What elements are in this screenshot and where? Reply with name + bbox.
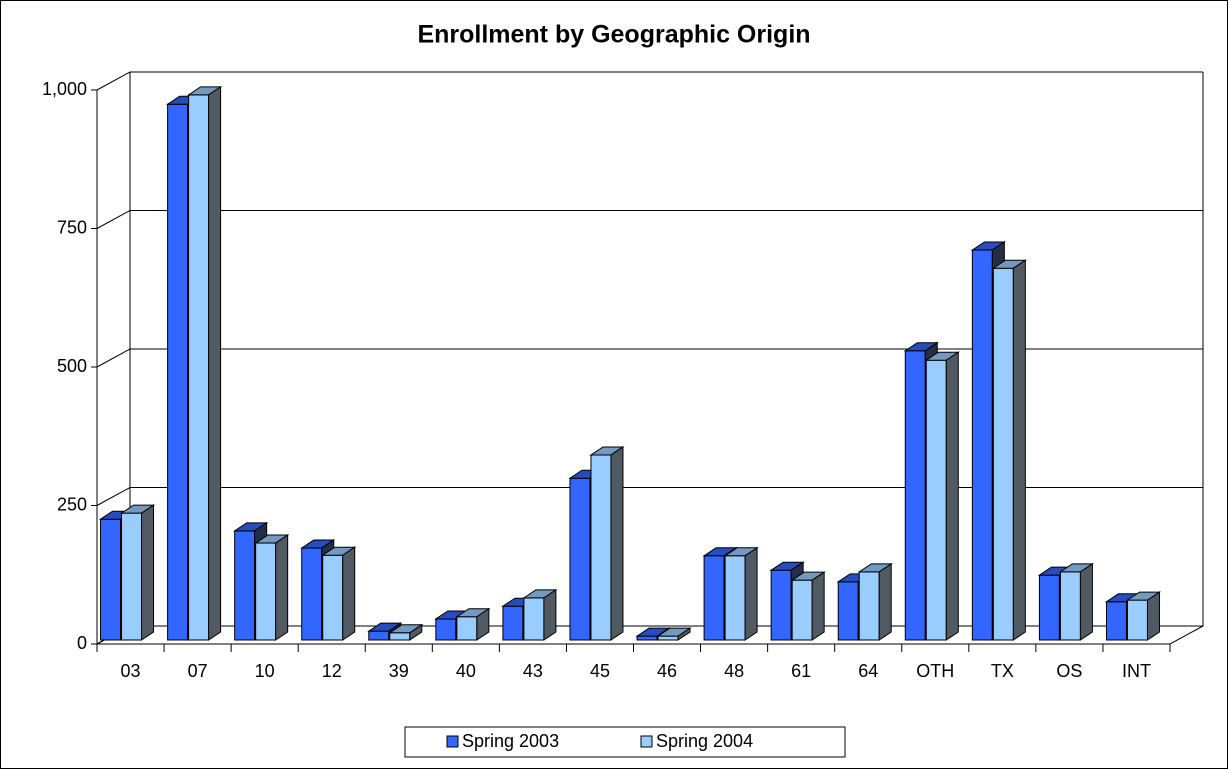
bar-front	[724, 555, 746, 641]
bar-front	[1059, 571, 1081, 641]
x-tick-label: 39	[389, 661, 409, 681]
bar-front	[389, 632, 411, 641]
x-tick-label: 07	[188, 661, 208, 681]
bar-front	[188, 94, 210, 641]
y-tick-label: 0	[77, 633, 87, 653]
bar	[656, 627, 692, 641]
bar-front	[100, 518, 122, 641]
grid-line	[96, 71, 1203, 91]
bar-side	[208, 85, 222, 641]
bar-side	[677, 627, 691, 641]
bar-side	[945, 351, 959, 641]
y-tick-label: 250	[57, 494, 87, 514]
x-tick-label: 46	[657, 661, 677, 681]
bar-side	[275, 534, 289, 641]
bar-front	[791, 579, 813, 641]
bar-front	[255, 542, 277, 641]
bar-front	[234, 530, 256, 641]
bar-front	[1105, 601, 1127, 641]
bar-front	[1038, 574, 1060, 641]
bar-front	[636, 635, 658, 641]
bar-side	[744, 546, 758, 641]
x-tick-label: 12	[322, 661, 342, 681]
bar-front	[569, 477, 591, 641]
bar-front	[837, 581, 859, 641]
bar	[119, 504, 156, 641]
bar-front	[322, 554, 344, 641]
x-tick-label: 45	[590, 661, 610, 681]
bar-front	[167, 103, 189, 641]
bar-front	[590, 454, 612, 641]
bar-front	[904, 350, 926, 641]
bar-front	[770, 569, 792, 641]
bar	[790, 571, 826, 641]
x-tick-label: 40	[456, 661, 476, 681]
bar	[254, 534, 290, 641]
bar	[924, 351, 960, 641]
x-tick-label: OTH	[916, 661, 954, 681]
bar	[991, 259, 1027, 641]
x-tick-label: 03	[121, 661, 141, 681]
y-tick-label: 750	[57, 217, 87, 237]
bar-front	[523, 597, 545, 641]
bar	[522, 588, 558, 641]
bar-side	[141, 504, 155, 641]
bar-side	[1146, 591, 1160, 641]
bar	[589, 446, 625, 641]
bar-front	[301, 547, 323, 641]
bar-side	[342, 546, 356, 641]
bar-side	[1012, 259, 1026, 641]
x-tick-label: 10	[255, 661, 275, 681]
x-tick-label: 61	[791, 661, 811, 681]
x-tick-label: 48	[724, 661, 744, 681]
grid-line	[96, 210, 1203, 229]
legend-swatch	[446, 735, 459, 748]
bar-front	[502, 605, 524, 641]
bar	[388, 623, 424, 641]
bar-side	[1079, 562, 1093, 641]
bar-front	[456, 616, 478, 641]
bar-front	[858, 571, 880, 641]
bar-side	[610, 446, 624, 641]
x-tick-label: INT	[1122, 661, 1151, 681]
bar-front	[435, 618, 457, 641]
legend-label: Spring 2003	[462, 731, 559, 751]
x-tick-label: 64	[858, 661, 878, 681]
legend-label: Spring 2004	[656, 731, 753, 751]
x-tick-label: 43	[523, 661, 543, 681]
bar	[1125, 591, 1162, 641]
bar-front	[925, 359, 947, 641]
bar	[186, 85, 223, 641]
y-tick-label: 1,000	[42, 79, 87, 99]
bar	[723, 546, 759, 641]
y-tick-label: 500	[57, 356, 87, 376]
bar	[1058, 562, 1095, 641]
grid-line	[96, 487, 1203, 506]
bar	[321, 546, 357, 641]
x-tick-label: TX	[991, 661, 1014, 681]
bar-side	[543, 588, 557, 641]
bar-front	[121, 512, 143, 641]
legend-swatch	[640, 735, 653, 748]
bar-front	[1126, 599, 1148, 641]
bar	[857, 562, 893, 641]
bar-side	[878, 562, 892, 641]
bar-side	[409, 623, 423, 641]
bar-front	[971, 249, 993, 641]
chart-title: Enrollment by Geographic Origin	[417, 21, 810, 49]
bar	[455, 607, 491, 641]
bar-front	[992, 267, 1014, 641]
x-tick-label: OS	[1056, 661, 1082, 681]
bar-front	[657, 635, 679, 641]
grid-line	[96, 348, 1203, 368]
bar-side	[811, 571, 825, 641]
bar-front	[703, 555, 725, 641]
legend-box	[404, 726, 846, 758]
bar-side	[476, 607, 490, 641]
bar-front	[368, 630, 390, 641]
